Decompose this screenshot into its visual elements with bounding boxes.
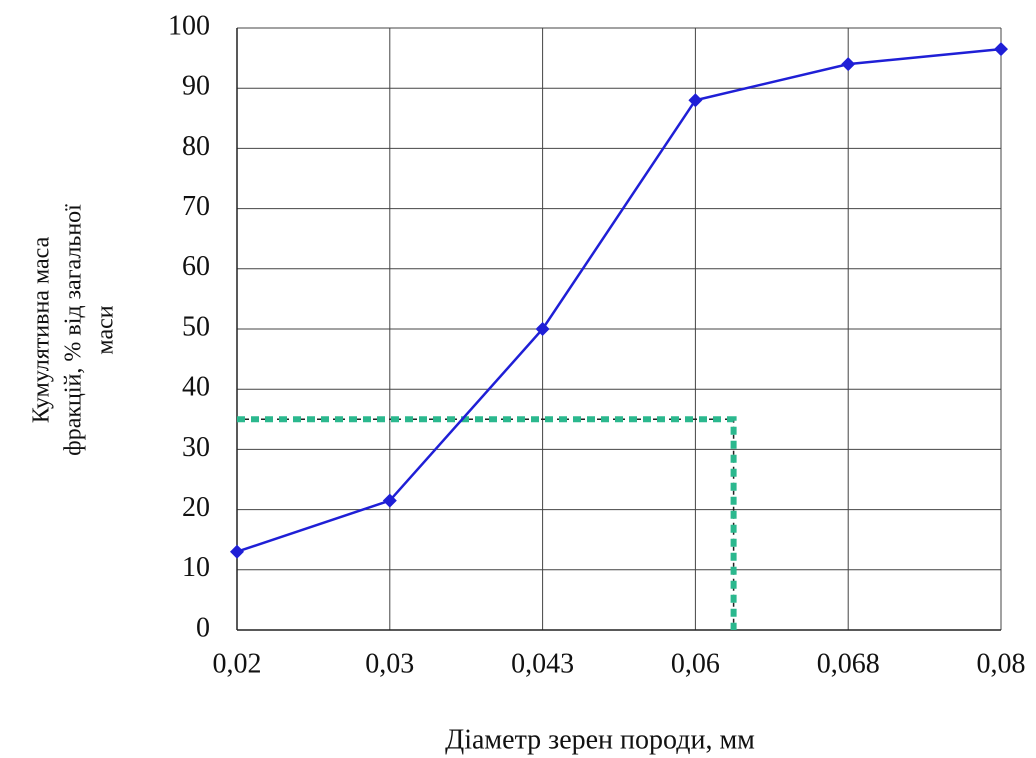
x-tick-label: 0,068 [817, 648, 880, 679]
y-tick-label: 10 [182, 552, 210, 583]
y-axis-title-line: Кумулятивна маса [29, 236, 55, 423]
y-tick-label: 0 [196, 612, 210, 643]
y-tick-label: 50 [182, 311, 210, 342]
x-tick-label: 0,043 [511, 648, 574, 679]
y-axis-title-line: маси [93, 305, 119, 354]
y-tick-label: 90 [182, 71, 210, 102]
x-axis-title: Діаметр зерен породи, мм [445, 724, 755, 755]
y-tick-label: 30 [182, 432, 210, 463]
y-tick-label: 100 [168, 10, 210, 41]
y-tick-label: 40 [182, 372, 210, 403]
x-tick-label: 0,08 [977, 648, 1026, 679]
y-tick-label: 60 [182, 251, 210, 282]
y-tick-label: 20 [182, 492, 210, 523]
chart: Діаметр зерен породи, мм Кумулятивна мас… [0, 0, 1036, 758]
x-tick-label: 0,06 [671, 648, 720, 679]
y-axis-title-line: фракцій, % від загальної [61, 204, 87, 456]
x-tick-label: 0,02 [213, 648, 262, 679]
y-tick-label: 80 [182, 131, 210, 162]
x-tick-label: 0,03 [365, 648, 414, 679]
background [0, 0, 1036, 758]
y-tick-label: 70 [182, 191, 210, 222]
